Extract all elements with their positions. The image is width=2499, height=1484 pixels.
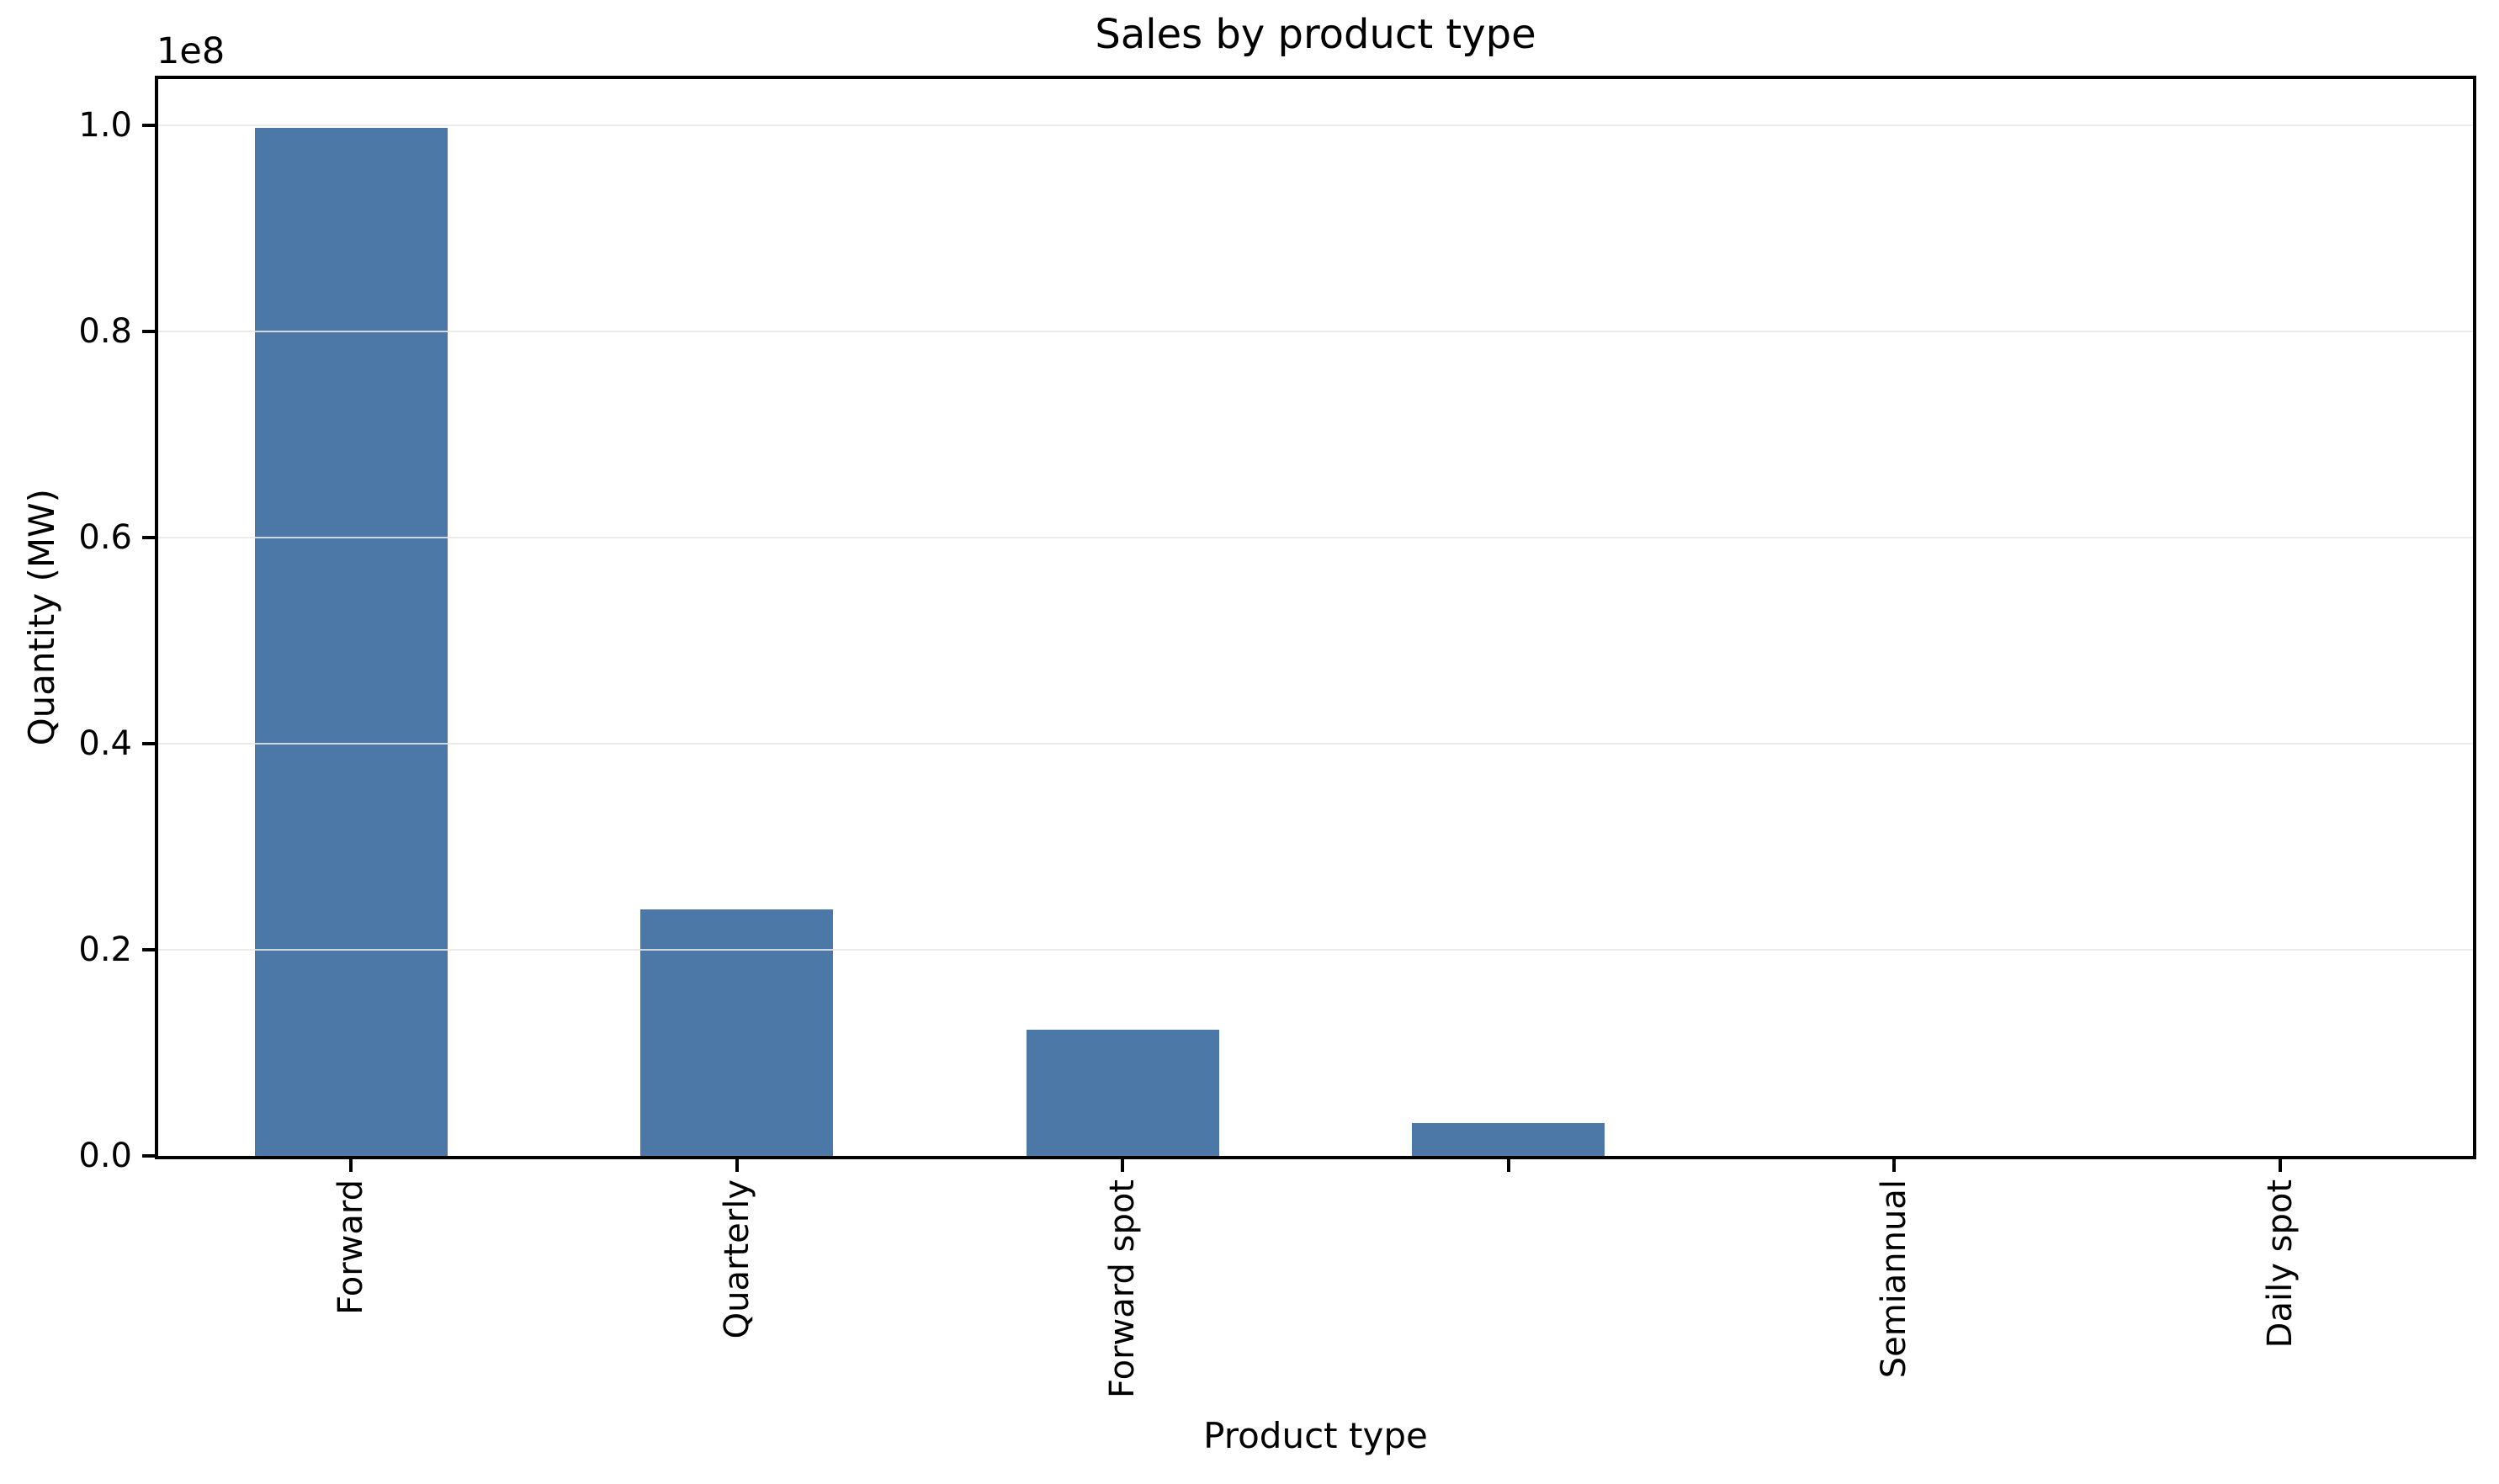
y-tick-mark [142,1154,155,1158]
x-tick-mark [1892,1159,1897,1172]
x-tick-label-container: Forward spot [1097,1179,1148,1398]
x-axis-title: Product type [1203,1415,1428,1456]
bar [640,909,834,1156]
y-tick-mark [142,742,155,746]
x-tick-mark [2278,1159,2282,1172]
bars-layer [158,79,2473,1156]
y-tick-mark [142,948,155,952]
x-tick-label-container: Semiannual [1869,1179,1919,1378]
y-tick-label: 0.2 [78,930,132,970]
bar [254,127,448,1156]
x-tick-mark [349,1159,353,1172]
x-tick-label-container: Forward [326,1179,376,1315]
x-tick-label: Daily spot [2260,1179,2300,1349]
plot-area [155,76,2476,1159]
chart-title: Sales by product type [1095,11,1536,58]
x-tick-label-container: Daily spot [2255,1179,2305,1348]
y-axis-scale-offset-label: 1e8 [157,30,225,72]
y-tick-label: 0.6 [78,518,132,558]
x-tick-label: Quarterly [717,1179,756,1339]
bar [1412,1122,1605,1156]
x-tick-mark [735,1159,739,1172]
y-tick-label: 0.8 [78,312,132,352]
y-tick-label: 0.0 [78,1137,132,1175]
y-tick-mark [142,124,155,128]
x-tick-label-container: Quarterly [712,1179,762,1338]
y-tick-mark [142,330,155,334]
y-tick-mark [142,536,155,540]
x-tick-label: Forward [332,1179,371,1315]
bar [1026,1029,1219,1156]
x-tick-mark [1121,1159,1125,1172]
y-axis-title-container: Quantity (MW) [19,76,66,1159]
x-tick-mark [1506,1159,1510,1172]
x-tick-label: Semiannual [1875,1179,1914,1379]
y-tick-label: 0.4 [78,724,132,764]
y-tick-label: 1.0 [78,106,132,146]
x-tick-label: Forward spot [1103,1179,1143,1398]
